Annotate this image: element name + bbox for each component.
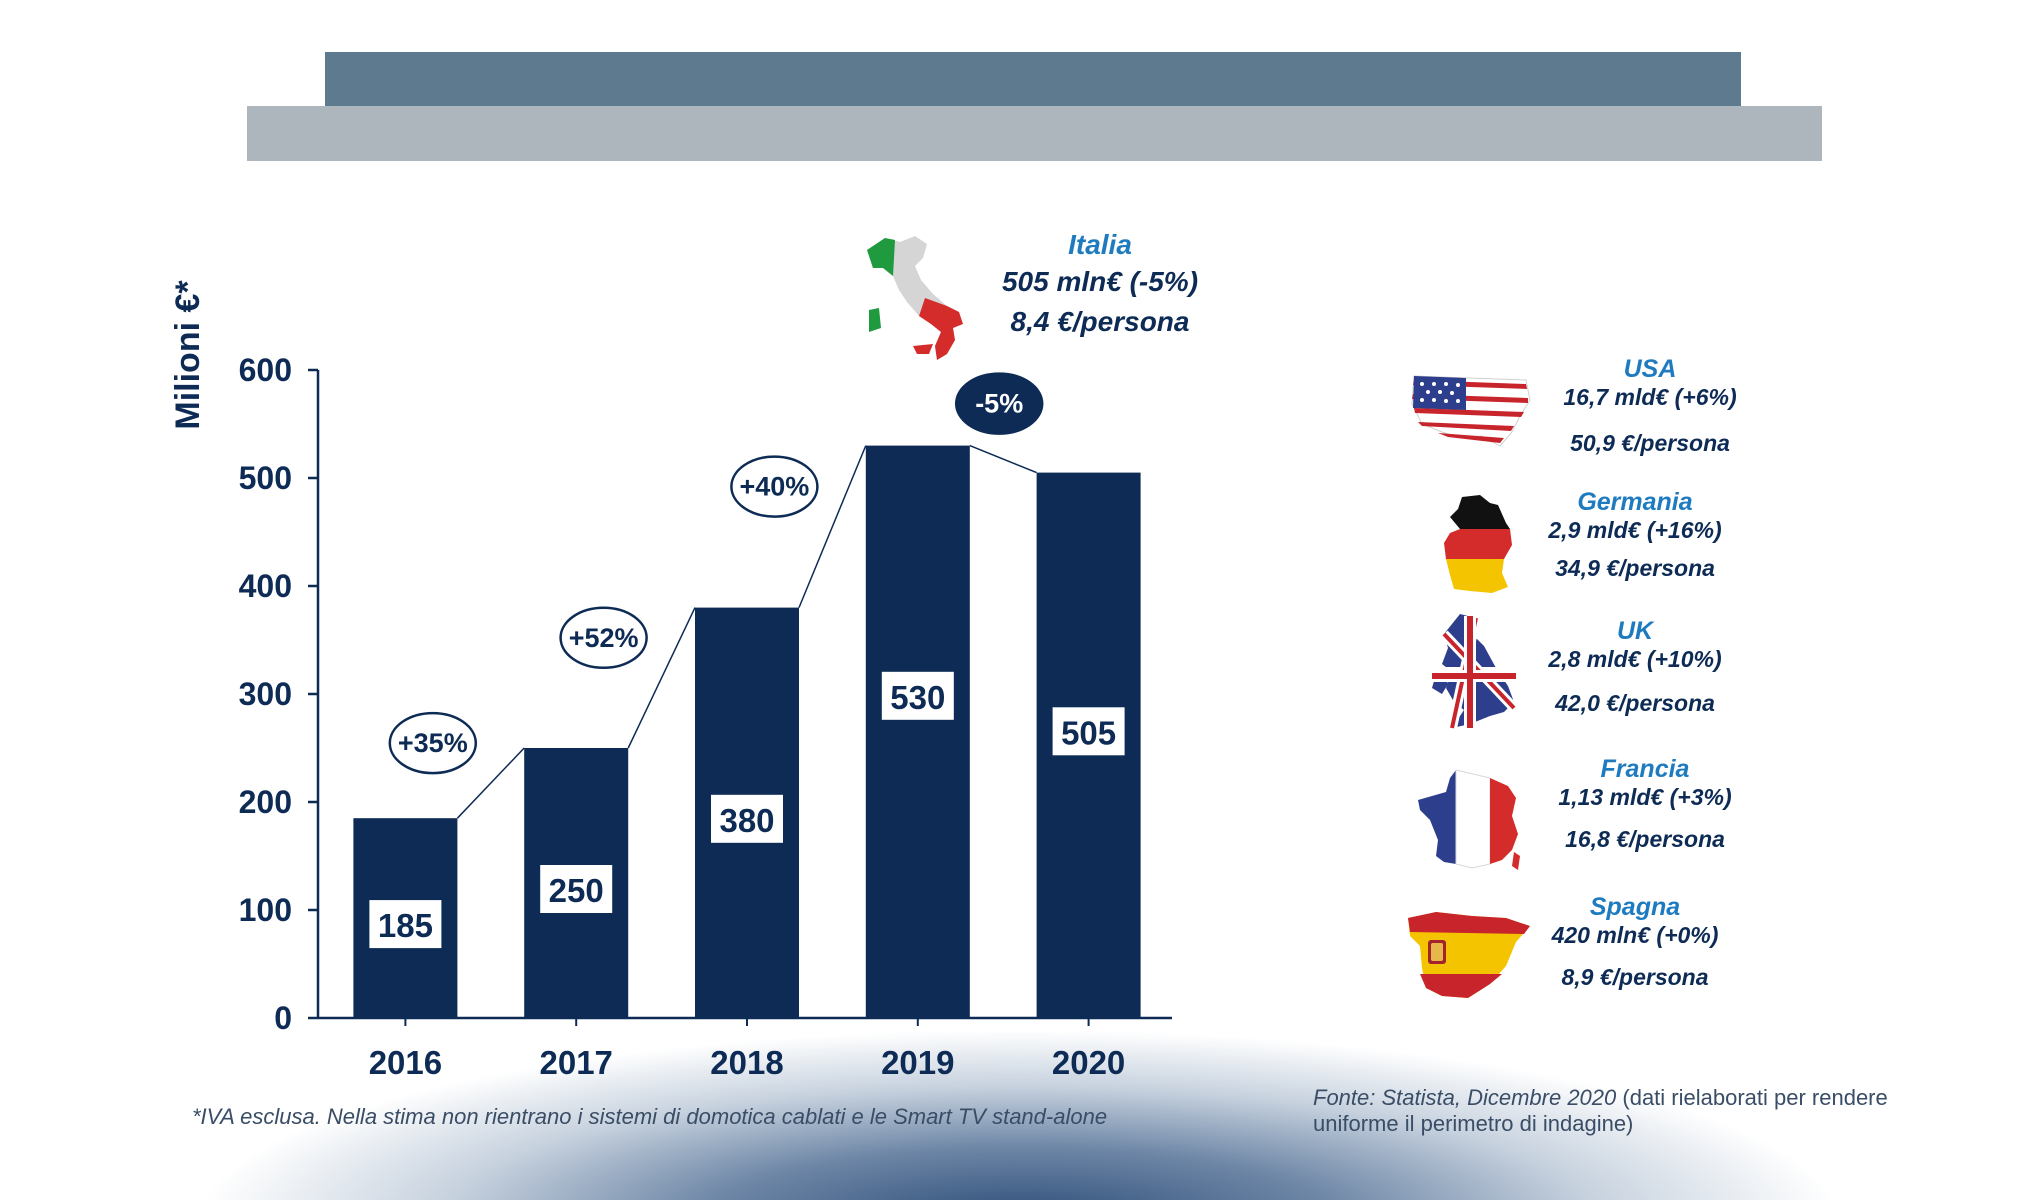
growth-badge (730, 455, 819, 518)
germania-info: Germania 2,9 mld€ (+16%) 34,9 €/persona (1510, 488, 1760, 582)
italia-info: Italia 505 mln€ (-5%) 8,4 €/persona (965, 228, 1235, 342)
background-glow (0, 1000, 2040, 1200)
germania-per-person: 34,9 €/persona (1555, 555, 1715, 581)
growth-connectors (456, 444, 1037, 819)
uk-info: UK 2,8 mld€ (+10%) 42,0 €/persona (1510, 617, 1760, 717)
italia-market: 505 mln€ (-5%) (1001, 266, 1199, 297)
footnote: *IVA esclusa. Nella stima non rientrano … (192, 1104, 1108, 1129)
spagna-market: 420 mln€ (+0%) (1551, 922, 1719, 948)
value-label: 530 (890, 679, 945, 716)
title-banner-bottom (247, 106, 1822, 161)
growth-connector (798, 445, 867, 608)
usa-per-person: 50,9 €/persona (1570, 430, 1730, 456)
italia-name: Italia (1068, 229, 1132, 260)
uk-name: UK (1616, 617, 1654, 645)
spagna-info: Spagna 420 mln€ (+0%) 8,9 €/persona (1510, 893, 1760, 991)
x-tick-label: 2020 (1052, 1044, 1125, 1081)
usa-name: USA (1623, 355, 1677, 383)
value-label-box (540, 865, 613, 913)
y-tick-label: 100 (239, 892, 292, 928)
value-label: 505 (1061, 714, 1116, 751)
value-label: 380 (719, 802, 774, 839)
y-tick-label: 300 (239, 676, 292, 712)
value-label-box (881, 671, 954, 720)
source-rest: (dati rielaborati per rendere uniforme i… (1313, 1085, 1888, 1136)
growth-badge (954, 372, 1044, 435)
germany-flag-map-icon (1444, 495, 1512, 593)
y-tick-label: 200 (239, 784, 292, 820)
x-tick-label: 2019 (881, 1044, 954, 1081)
italy-flag-map-icon (867, 236, 963, 360)
growth-badge (388, 711, 478, 775)
axes: 0 100 200 300 400 500 600 2016 2017 2018 2019 2020 (239, 352, 1172, 1081)
francia-info: Francia 1,13 mld€ (+3%) 16,8 €/persona (1520, 755, 1770, 853)
germania-market: 2,9 mld€ (+16%) (1548, 517, 1722, 543)
x-tick-label: 2017 (539, 1044, 612, 1081)
italia-per-person: 8,4 €/persona (1010, 306, 1190, 337)
y-tick-label: 500 (239, 460, 292, 496)
y-tick-label: 400 (239, 568, 292, 604)
growth-label: -5% (975, 389, 1023, 419)
x-tick-label: 2018 (710, 1044, 783, 1081)
source-note: Fonte: Statista, Dicembre 2020 (dati rie… (1313, 1085, 1913, 1137)
usa-info: USA 16,7 mld€ (+6%) 50,9 €/persona (1520, 355, 1780, 457)
x-tick-label: 2016 (369, 1044, 442, 1081)
bar (865, 445, 970, 1019)
y-tick-label: 0 (274, 1000, 292, 1036)
growth-connector (969, 444, 1037, 474)
growth-connector (456, 747, 525, 819)
growth-label: +35% (398, 728, 468, 758)
francia-name: Francia (1600, 755, 1690, 783)
france-flag-map-icon (1418, 769, 1520, 870)
growth-badges: +35% +52% +40% -5% (388, 372, 1044, 775)
growth-label: +40% (739, 472, 809, 502)
uk-flag-map-icon (1432, 614, 1518, 730)
growth-badge (559, 606, 648, 670)
usa-flag-map-icon (1411, 375, 1531, 447)
growth-connector (627, 607, 696, 749)
uk-market: 2,8 mld€ (+10%) (1548, 646, 1722, 672)
francia-market: 1,13 mld€ (+3%) (1558, 784, 1732, 810)
growth-label: +52% (569, 623, 639, 653)
value-label: 250 (549, 872, 604, 909)
spain-flag-map-icon (1408, 912, 1530, 998)
y-axis-label: Milioni €* (169, 280, 207, 430)
spagna-per-person: 8,9 €/persona (1561, 964, 1709, 990)
value-label-box (1052, 707, 1125, 756)
value-label-box (711, 794, 783, 843)
source-italic: Fonte: Statista, Dicembre 2020 (1313, 1085, 1617, 1110)
usa-market: 16,7 mld€ (+6%) (1563, 384, 1737, 410)
bars: 185 250 380 530 505 (353, 445, 1141, 1019)
francia-per-person: 16,8 €/persona (1565, 826, 1725, 852)
germania-name: Germania (1577, 488, 1693, 516)
spagna-name: Spagna (1589, 893, 1681, 921)
title-banner-top (325, 52, 1741, 106)
y-tick-label: 600 (239, 352, 292, 388)
value-label: 185 (378, 907, 433, 944)
value-label-box (369, 900, 442, 949)
uk-per-person: 42,0 €/persona (1555, 690, 1715, 716)
